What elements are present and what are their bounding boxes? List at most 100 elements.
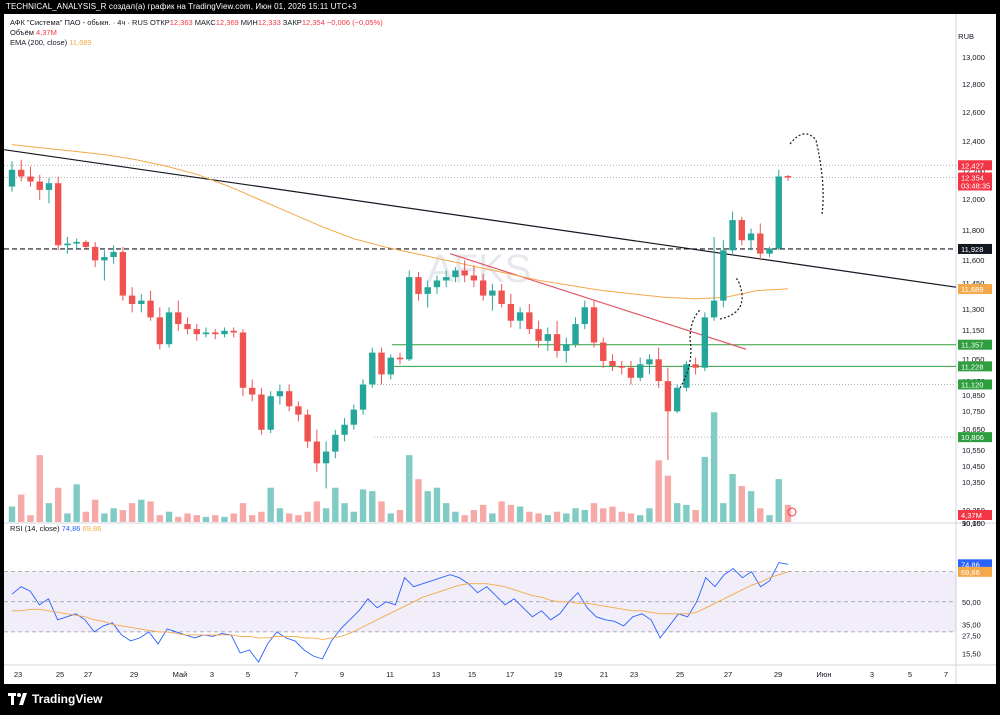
candle-body <box>332 434 339 452</box>
volume-bar <box>73 484 80 522</box>
volume-bar <box>258 511 265 522</box>
trendline-red <box>449 253 747 350</box>
price-tick-label: 11,450 <box>962 279 984 288</box>
candle-body <box>498 290 505 304</box>
price-tick-label: 11,800 <box>962 226 984 235</box>
volume-bar <box>507 504 515 522</box>
legend-close-label: ЗАКР <box>282 18 302 27</box>
rsi-tick-label: 27,50 <box>962 632 981 641</box>
rsi-axis-badge: 74,86 <box>958 559 992 570</box>
volume-bar <box>618 511 625 522</box>
volume-bar <box>313 501 321 522</box>
volume-bar <box>673 503 681 522</box>
volume-bar <box>775 479 782 522</box>
price-axis-badge-bg <box>958 243 992 254</box>
candle-body <box>507 303 515 321</box>
volume-bar <box>322 508 330 522</box>
candle-body <box>230 330 237 333</box>
time-tick-label: 5 <box>908 670 912 679</box>
price-tick-label: 12,600 <box>962 108 985 117</box>
legend-high-value: 12,369 <box>215 18 239 27</box>
volume-bar <box>350 511 358 522</box>
price-axis-badge-text: 11,120 <box>961 380 983 389</box>
volume-bar <box>609 506 616 522</box>
chart-caption: TECHNICAL_ANALYSIS_R создал(а) график на… <box>6 2 357 11</box>
volume-bar <box>128 503 136 522</box>
rsi-ma-line <box>12 571 789 640</box>
time-tick-label: 11 <box>386 670 394 679</box>
candle-body <box>572 324 579 345</box>
ema200-line <box>11 144 789 300</box>
volume-bar <box>138 499 145 522</box>
price-axis-badge-bg <box>958 510 992 520</box>
price-axis-badge: 11,689 <box>958 284 992 295</box>
legend-ema-label: EMA (200, close) <box>10 38 68 47</box>
candle-body <box>110 251 117 258</box>
candle-body <box>710 300 718 318</box>
time-tick-label: 15 <box>468 670 476 679</box>
price-axis-badge-bg <box>958 432 992 443</box>
legend-symbol-row: АФК "Система" ПАО - обыкн. · 4ч · RUS ОТ… <box>10 18 383 27</box>
volume-bar <box>119 510 127 522</box>
time-tick-label: 23 <box>630 670 638 679</box>
candle-body <box>82 241 90 247</box>
candle-body <box>45 183 53 190</box>
time-tick-label: 19 <box>554 670 562 679</box>
price-axis-badge-text: 11,928 <box>961 245 983 254</box>
volume-bar <box>378 501 385 522</box>
time-tick-label: 25 <box>56 670 64 679</box>
candle-body <box>729 220 736 251</box>
volume-bar <box>406 455 413 522</box>
candle-body <box>664 381 672 412</box>
candle-body <box>424 287 431 294</box>
chart-svg[interactable]: AFKS 13,000 12,800 12,600 12,400 12,200 12,000… <box>3 14 996 684</box>
candle-body <box>359 384 367 410</box>
volume-bar <box>193 515 200 522</box>
candle-body <box>212 332 219 335</box>
candle-body <box>175 312 182 325</box>
time-tick-label: 25 <box>676 670 684 679</box>
volume-bar <box>572 508 579 522</box>
time-tick-label: 7 <box>944 670 948 679</box>
legend-rsi-row: RSI (14, close) 74,86 69,86 <box>10 524 101 533</box>
candle-body <box>609 360 616 367</box>
volume-bar <box>526 511 533 522</box>
time-tick-label: 5 <box>246 670 250 679</box>
volume-bar <box>304 511 311 522</box>
legend-change: −0,006 (−0,05%) <box>326 18 383 27</box>
price-tick-label: 13,000 <box>962 53 985 62</box>
price-axis-badge: 10,806 <box>958 432 992 443</box>
volume-bar <box>442 503 450 522</box>
candle-body <box>452 270 459 278</box>
price-tick-label: 12,000 <box>962 195 985 204</box>
chart-canvas[interactable]: AFKS 13,000 12,800 12,600 12,400 12,200 12,000… <box>3 14 996 684</box>
price-tick-label: 12,200 <box>962 167 985 176</box>
candle-body <box>673 387 681 412</box>
volume-bar <box>627 513 635 522</box>
volume-bar <box>738 486 746 522</box>
volume-bar <box>489 513 496 522</box>
price-tick-label: 11,050 <box>962 355 984 364</box>
volume-bar <box>590 503 598 522</box>
candle-body <box>193 329 200 335</box>
candle-body <box>101 257 108 261</box>
price-axis-badge: 03:48:35 <box>958 180 992 191</box>
volume-bar <box>267 487 274 522</box>
price-axis-badge-bg <box>958 379 992 390</box>
price-axis-badge-text: 12,354 <box>961 174 984 183</box>
candle-body <box>295 406 302 415</box>
price-axis-badge: 11,120 <box>958 379 992 390</box>
candle-body <box>701 317 709 368</box>
price-axis-badge: 4,37M <box>958 510 992 520</box>
legend-symbol: АФК "Система" ПАО - обыкн. · 4ч · RUS <box>10 18 148 27</box>
candle-body <box>128 295 136 304</box>
projection-arc-1 <box>679 309 701 389</box>
price-axis-badge: 11,928 <box>958 243 992 254</box>
candle-body <box>304 414 311 442</box>
volume-bar <box>332 487 339 522</box>
tradingview-logo-icon <box>8 693 27 705</box>
volume-bar <box>295 515 302 522</box>
watermark-text: AFKS <box>427 247 531 291</box>
candle-body <box>526 312 533 330</box>
